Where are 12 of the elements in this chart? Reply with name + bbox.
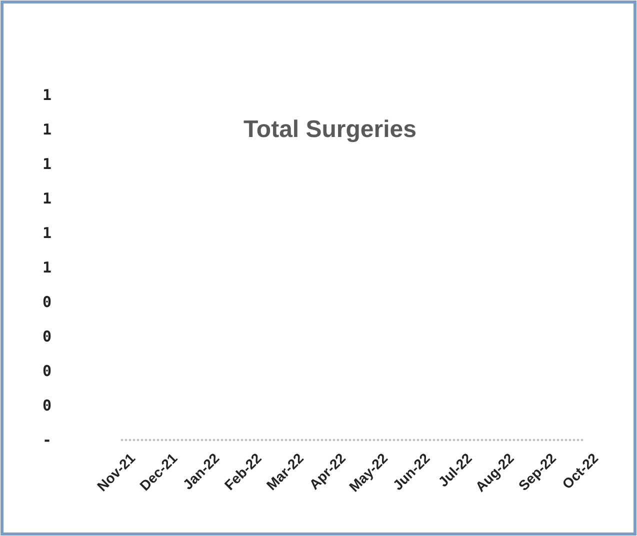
y-tick-label: 0 [42,362,52,380]
y-tick-label: 1 [42,258,52,276]
y-tick-label: - [42,430,52,449]
y-tick-label: 1 [42,154,52,173]
text: Total Surgeries [244,116,416,143]
y-tick-label: 1 [42,224,52,242]
y-tick-label: 0 [42,292,52,311]
y-tick-label: 0 [42,396,52,414]
y-tick-label: 1 [42,86,52,104]
y-tick-label: 0 [42,327,52,346]
y-tick-label: 1 [42,189,52,208]
y-tick-label: 1 [42,120,52,138]
